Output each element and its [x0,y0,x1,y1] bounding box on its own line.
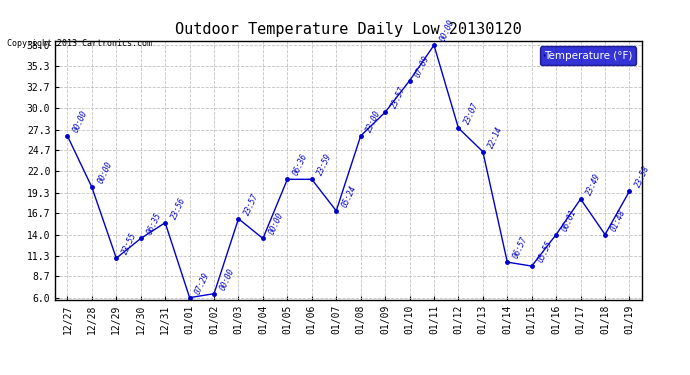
Text: 23:57: 23:57 [243,192,261,217]
Text: Copyright 2013 Cartronics.com: Copyright 2013 Cartronics.com [7,39,152,48]
Text: 23:07: 23:07 [462,101,480,126]
Text: 23:49: 23:49 [584,172,602,197]
Text: 00:00: 00:00 [267,211,285,236]
Text: 01:48: 01:48 [609,208,627,232]
Text: 07:29: 07:29 [194,271,212,296]
Text: 23:58: 23:58 [633,164,651,189]
Text: 23:55: 23:55 [121,231,139,256]
Title: Outdoor Temperature Daily Low 20130120: Outdoor Temperature Daily Low 20130120 [175,22,522,37]
Text: 23:56: 23:56 [169,196,187,220]
Text: 06:36: 06:36 [291,152,309,177]
Text: 06:01: 06:01 [560,208,578,232]
Text: 00:00: 00:00 [96,160,114,185]
Text: 05:24: 05:24 [340,184,358,209]
Text: 23:00: 23:00 [365,109,383,134]
Text: 07:09: 07:09 [414,54,432,78]
Text: 23:57: 23:57 [389,86,407,110]
Text: 06:57: 06:57 [511,235,529,260]
Text: 22:14: 22:14 [487,125,505,150]
Text: 06:35: 06:35 [145,211,163,236]
Legend: Temperature (°F): Temperature (°F) [540,46,636,65]
Text: 23:59: 23:59 [316,152,334,177]
Text: 00:00: 00:00 [218,267,236,291]
Text: 05:55: 05:55 [536,239,554,264]
Text: 00:00: 00:00 [72,109,90,134]
Text: 00:00: 00:00 [438,18,456,43]
